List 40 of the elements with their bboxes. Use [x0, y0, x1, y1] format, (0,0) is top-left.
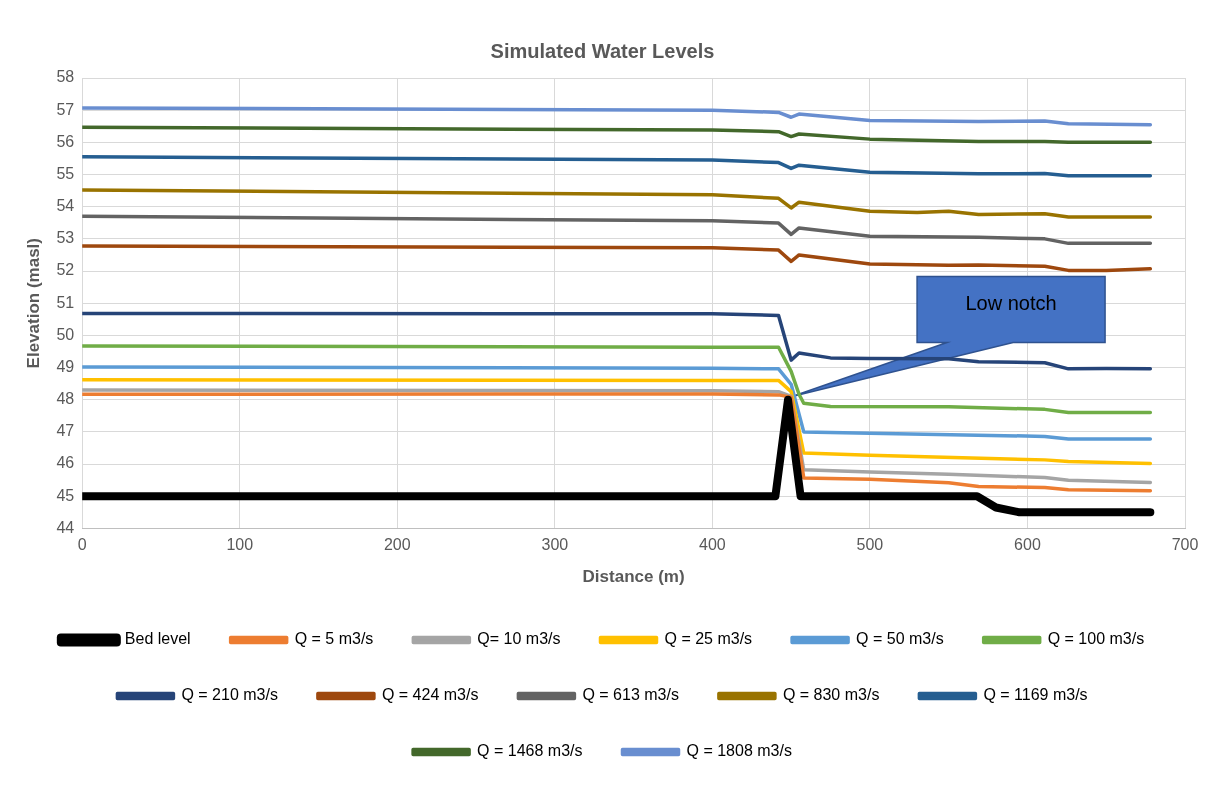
legend-label: Q = 1468 m3/s — [477, 742, 583, 760]
x-tick-label: 200 — [383, 536, 411, 554]
y-tick-label: 45 — [56, 486, 75, 504]
legend-label: Q = 1169 m3/s — [983, 686, 1088, 704]
y-tick-label: 48 — [56, 390, 75, 408]
y-tick-label: 44 — [56, 518, 75, 536]
x-tick-label: 100 — [226, 536, 254, 554]
legend-label: Q = 5 m3/s — [294, 630, 374, 648]
y-tick-label: 51 — [56, 293, 75, 311]
y-tick-label: 58 — [56, 68, 75, 86]
legend-label: Q = 830 m3/s — [782, 686, 880, 704]
legend-label: Q = 50 m3/s — [856, 630, 944, 648]
y-axis-title: Elevation (masl) — [23, 238, 43, 369]
y-tick-label: 54 — [56, 197, 75, 215]
y-tick-label: 47 — [56, 422, 75, 440]
x-tick-label: 500 — [856, 536, 884, 554]
x-tick-label: 300 — [541, 536, 569, 554]
y-tick-label: 52 — [56, 261, 75, 279]
legend-label: Q = 424 m3/s — [381, 686, 479, 704]
y-tick-label: 49 — [56, 357, 75, 375]
legend-label: Q = 1808 m3/s — [686, 742, 792, 760]
legend-label: Q = 210 m3/s — [181, 686, 278, 704]
legend-label: Q = 100 m3/s — [1047, 630, 1145, 648]
y-tick-label: 53 — [56, 229, 75, 247]
x-axis-title: Distance (m) — [582, 567, 685, 587]
legend-label: Bed level — [124, 630, 191, 648]
annotation: Low notch — [965, 291, 1057, 314]
legend-label: Q = 613 m3/s — [582, 686, 679, 704]
legend-label: Q= 10 m3/s — [477, 630, 561, 648]
x-tick-label: 600 — [1014, 536, 1041, 554]
chart-title: Simulated Water Levels — [490, 39, 715, 62]
y-tick-label: 56 — [56, 132, 75, 150]
y-tick-label: 55 — [56, 164, 75, 182]
y-tick-label: 50 — [56, 325, 75, 343]
x-tick-label: 400 — [699, 536, 726, 554]
x-tick-label: 0 — [77, 536, 87, 554]
x-tick-label: 700 — [1171, 536, 1199, 554]
y-tick-label: 46 — [56, 454, 75, 472]
legend-label: Q = 25 m3/s — [664, 630, 753, 648]
y-tick-label: 57 — [56, 100, 75, 118]
